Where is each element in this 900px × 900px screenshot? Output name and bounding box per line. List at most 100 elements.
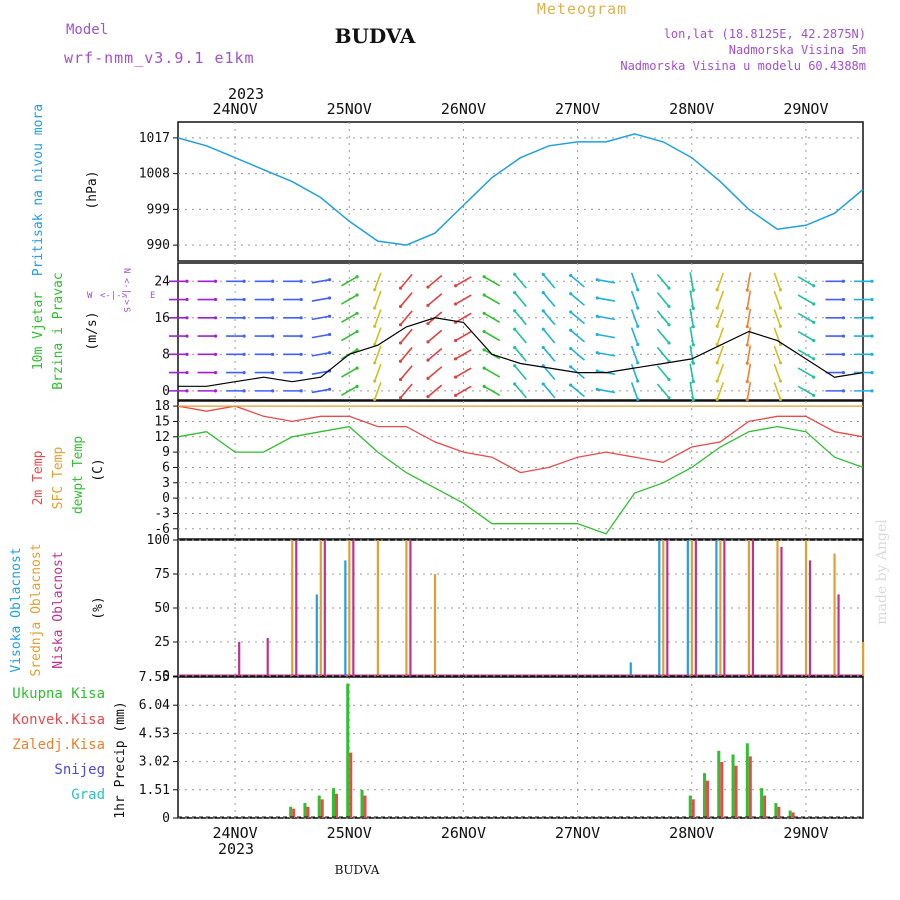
temp2m-label: 2m Temp xyxy=(31,450,46,505)
total-precip-bar xyxy=(346,683,350,818)
wind-arrow xyxy=(514,273,527,289)
wind-arrow-head xyxy=(185,389,189,393)
wind-arrow xyxy=(630,327,639,345)
wind-arrow-head xyxy=(667,396,671,400)
wind-arrow xyxy=(514,292,527,307)
wind-arrow-head xyxy=(715,379,719,383)
year-label-bottom: 2023 xyxy=(218,840,254,858)
wind-arrow-head xyxy=(595,296,599,300)
wind-label-1: 10m Vjetar xyxy=(31,292,46,370)
chart-title: BUDVA xyxy=(335,24,416,48)
total-precip-bar xyxy=(688,795,692,818)
wind-arrow-head xyxy=(745,379,749,384)
wind-arrow xyxy=(716,382,725,400)
y-tick-label: 50 xyxy=(154,601,170,616)
wind-arrow-head xyxy=(327,332,332,337)
wind-arrow-head xyxy=(213,334,218,338)
wind-arrow xyxy=(542,383,556,399)
wind-arrow-head xyxy=(513,309,517,313)
wind-arrow-head xyxy=(569,383,573,387)
wind-arrow xyxy=(797,330,815,342)
mid-cloud-bar xyxy=(291,540,294,676)
wind-arrow-head xyxy=(426,340,430,344)
wind-arrow xyxy=(427,274,443,288)
y-tick-label: 3 xyxy=(162,476,170,491)
wind-arrow-head xyxy=(812,375,816,379)
mid-cloud-bar xyxy=(376,540,379,676)
wind-arrow-head xyxy=(541,272,545,276)
wind-arrow-head xyxy=(870,279,874,283)
wind-arrow xyxy=(455,330,472,342)
wind-arrow xyxy=(716,363,725,382)
wind-arrow-head xyxy=(691,288,695,292)
wind-arrow-head xyxy=(271,371,275,375)
wind-arrow-head xyxy=(398,377,403,382)
model-elevation-label: Nadmorska Visina u modelu 60.4388m xyxy=(620,59,866,73)
wind-arrow-head xyxy=(841,352,846,356)
wind-arrow xyxy=(597,297,616,302)
wind-arrow xyxy=(656,346,670,362)
wind-arrow xyxy=(570,274,585,288)
y-tick-label: 0 xyxy=(162,669,170,684)
wind-arrow-head xyxy=(841,279,846,283)
low-cloud-bar xyxy=(409,540,412,676)
wind-arrow xyxy=(542,292,556,307)
model-name: wrf-nmm_v3.9.1 e1km xyxy=(64,49,255,67)
wind-arrow-head xyxy=(482,384,486,388)
wind-arrow xyxy=(773,272,782,290)
wind-arrow xyxy=(455,312,472,323)
wind-arrow xyxy=(483,330,501,342)
top-day-label: 27NOV xyxy=(555,100,600,118)
low-cloud-bar xyxy=(780,546,783,676)
wind-arrow-head xyxy=(454,393,458,397)
precip-unit: 1hr Precip (mm) xyxy=(113,701,128,818)
mid-cloud-bar xyxy=(348,540,351,676)
wind-arrow-head xyxy=(715,324,719,328)
wind-arrow-head xyxy=(812,302,816,306)
wind-arrow xyxy=(689,272,695,291)
total-precip-bar xyxy=(760,788,764,818)
conv-precip-bar xyxy=(791,812,795,818)
wind-arrow-head xyxy=(373,288,377,292)
wind-arrow-head xyxy=(355,275,359,279)
wind-arrow xyxy=(630,345,639,364)
mid-cloud-bar xyxy=(690,540,693,676)
wind-arrow-head xyxy=(327,351,332,355)
conv-precip-bar xyxy=(292,808,296,818)
wind-arrow-head xyxy=(870,389,874,393)
wind-arrow xyxy=(483,367,501,378)
low-cloud-label: Niska Oblacnost xyxy=(51,551,66,668)
wind-arrow-head xyxy=(355,329,359,334)
wind-speed-line xyxy=(178,317,864,387)
total-precip-bar xyxy=(317,795,321,818)
wind-arrow-head xyxy=(595,314,599,318)
wind-arrow-head xyxy=(373,397,377,401)
wind-arrow xyxy=(597,388,616,394)
wind-arrow-head xyxy=(778,324,783,328)
low-cloud-bar xyxy=(723,540,726,676)
wind-arrow xyxy=(483,276,501,287)
wind-arrow xyxy=(570,293,585,306)
wind-arrow-head xyxy=(426,376,430,380)
dewpt-line xyxy=(177,425,864,535)
wind-arrow-head xyxy=(595,387,599,391)
wind-arrow-head xyxy=(691,325,695,329)
wind-label-2: Brzina i Pravac xyxy=(51,272,66,389)
wind-arrow-head xyxy=(513,291,517,295)
wind-arrow-head xyxy=(271,334,275,338)
wind-arrow xyxy=(399,346,413,362)
conv-precip-bar xyxy=(334,793,338,818)
wind-arrow xyxy=(570,347,585,361)
y-tick-label: 6 xyxy=(162,460,170,475)
wind-arrow xyxy=(797,367,815,378)
wind-arrow-head xyxy=(513,327,517,331)
high-cloud-bar xyxy=(715,540,718,676)
bottom-day-label: 27NOV xyxy=(555,824,600,842)
wind-arrow-head xyxy=(870,352,874,356)
wind-arrow-head xyxy=(715,288,719,292)
wind-arrow xyxy=(570,384,585,398)
mid-cloud-bar xyxy=(776,540,779,676)
wind-arrow-head xyxy=(185,279,189,283)
wind-arrow xyxy=(773,382,782,400)
total-precip-bar xyxy=(745,743,749,818)
